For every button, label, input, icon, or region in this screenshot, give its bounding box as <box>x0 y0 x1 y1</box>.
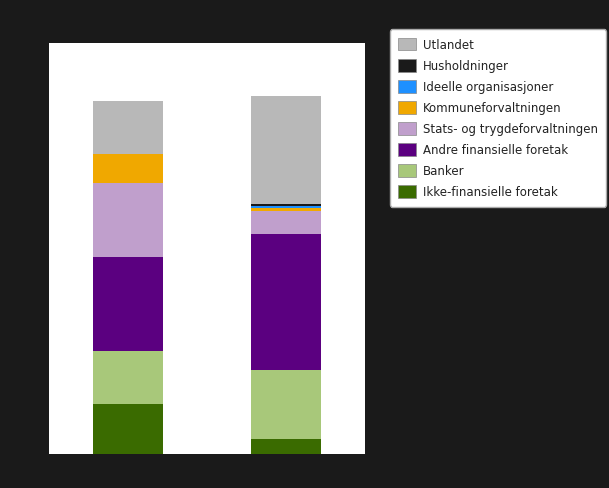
Bar <box>93 351 163 405</box>
Bar <box>252 206 321 209</box>
Bar <box>93 183 163 257</box>
Bar <box>252 370 321 440</box>
Bar <box>252 97 321 205</box>
Bar <box>93 102 163 155</box>
Bar <box>252 212 321 235</box>
Bar <box>93 405 163 454</box>
Bar <box>252 235 321 370</box>
Bar <box>252 205 321 206</box>
Bar <box>93 257 163 351</box>
Bar <box>252 440 321 454</box>
Bar <box>252 209 321 212</box>
Bar <box>93 155 163 183</box>
Legend: Utlandet, Husholdninger, Ideelle organisasjoner, Kommuneforvaltningen, Stats- og: Utlandet, Husholdninger, Ideelle organis… <box>390 30 606 207</box>
